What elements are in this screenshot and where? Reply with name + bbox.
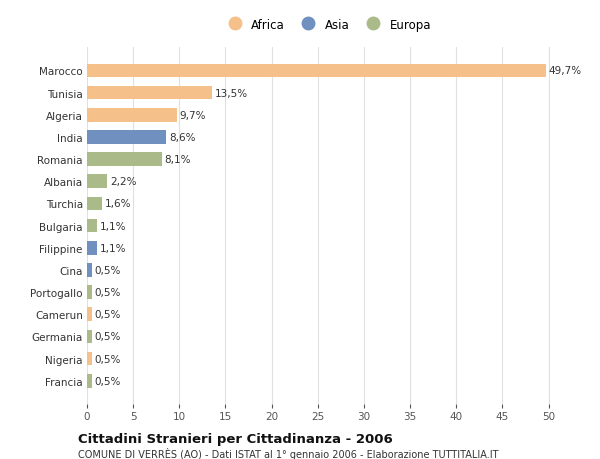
Text: 0,5%: 0,5% bbox=[94, 354, 121, 364]
Bar bbox=[87, 241, 97, 255]
Bar bbox=[87, 219, 97, 233]
Bar bbox=[87, 175, 107, 189]
Legend: Africa, Asia, Europa: Africa, Asia, Europa bbox=[223, 18, 431, 32]
Text: 0,5%: 0,5% bbox=[94, 265, 121, 275]
Text: 13,5%: 13,5% bbox=[214, 88, 248, 98]
Text: 1,1%: 1,1% bbox=[100, 221, 127, 231]
Bar bbox=[87, 64, 546, 78]
Bar bbox=[87, 285, 92, 299]
Bar bbox=[87, 109, 176, 122]
Text: 8,1%: 8,1% bbox=[164, 155, 191, 165]
Text: 0,5%: 0,5% bbox=[94, 287, 121, 297]
Text: 0,5%: 0,5% bbox=[94, 332, 121, 341]
Bar bbox=[87, 153, 162, 167]
Text: 0,5%: 0,5% bbox=[94, 376, 121, 386]
Bar bbox=[87, 263, 92, 277]
Text: 2,2%: 2,2% bbox=[110, 177, 137, 187]
Text: 9,7%: 9,7% bbox=[179, 111, 206, 120]
Bar bbox=[87, 308, 92, 321]
Bar bbox=[87, 352, 92, 366]
Text: 1,6%: 1,6% bbox=[104, 199, 131, 209]
Bar bbox=[87, 374, 92, 388]
Text: 8,6%: 8,6% bbox=[169, 133, 196, 143]
Text: 1,1%: 1,1% bbox=[100, 243, 127, 253]
Text: 49,7%: 49,7% bbox=[548, 66, 581, 76]
Text: 0,5%: 0,5% bbox=[94, 309, 121, 319]
Text: COMUNE DI VERRÈS (AO) - Dati ISTAT al 1° gennaio 2006 - Elaborazione TUTTITALIA.: COMUNE DI VERRÈS (AO) - Dati ISTAT al 1°… bbox=[78, 447, 499, 459]
Bar bbox=[87, 86, 212, 100]
Bar bbox=[87, 330, 92, 343]
Bar bbox=[87, 131, 166, 145]
Text: Cittadini Stranieri per Cittadinanza - 2006: Cittadini Stranieri per Cittadinanza - 2… bbox=[78, 432, 393, 445]
Bar bbox=[87, 197, 102, 211]
